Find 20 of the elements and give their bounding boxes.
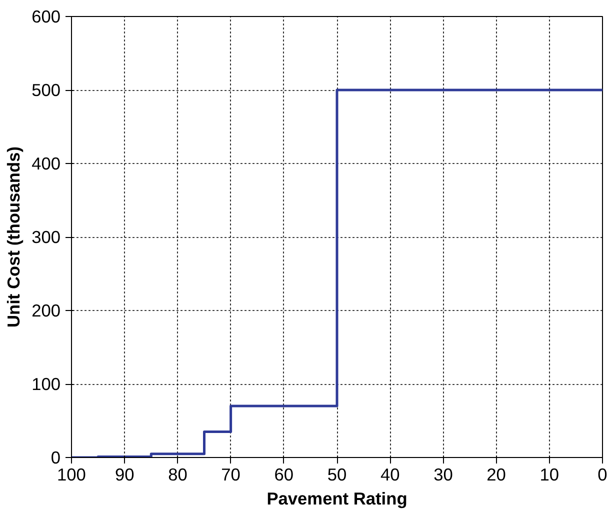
y-axis-title: Unit Cost (thousands)	[4, 146, 24, 328]
y-tick-label: 100	[32, 374, 61, 394]
y-tick-label: 0	[50, 448, 61, 468]
x-tick-label: 70	[221, 464, 240, 484]
x-tick-label: 60	[274, 464, 294, 484]
x-tick-label: 30	[434, 464, 453, 484]
x-tick-label: 90	[114, 464, 134, 484]
x-tick-label: 10	[540, 464, 560, 484]
x-tick-label: 0	[598, 464, 608, 484]
y-tick-label: 500	[32, 80, 61, 100]
x-tick-label: 50	[327, 464, 347, 484]
x-axis-title: Pavement Rating	[266, 488, 408, 508]
x-tick-label: 20	[486, 464, 506, 484]
x-tick-label: 100	[57, 464, 86, 484]
y-tick-label: 300	[32, 227, 61, 247]
y-tick-label: 600	[32, 6, 61, 26]
y-tick-label: 200	[32, 300, 61, 320]
x-tick-label: 80	[168, 464, 188, 484]
x-tick-label: 40	[380, 464, 400, 484]
y-tick-label: 400	[32, 154, 61, 174]
